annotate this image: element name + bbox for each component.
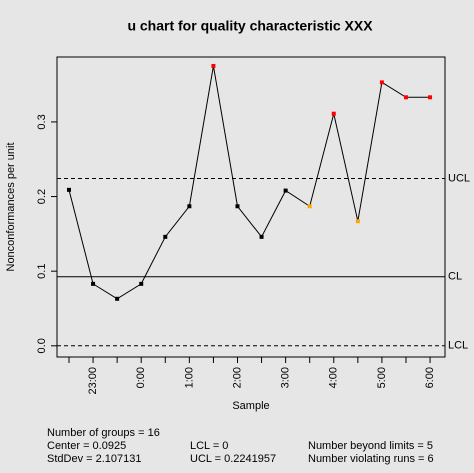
series-line — [68, 65, 431, 300]
data-point — [331, 111, 336, 116]
data-point — [187, 204, 192, 209]
summary-stat: LCL = 0 — [190, 440, 228, 452]
limit-label: CL — [448, 271, 462, 283]
x-tick-label: 2:00 — [231, 367, 243, 388]
data-point — [355, 219, 360, 224]
data-point — [379, 80, 384, 85]
chart-title: u chart for quality characteristic XXX — [127, 18, 373, 34]
summary-stat: Center = 0.0925 — [47, 440, 126, 452]
data-point — [115, 296, 120, 301]
summary-stat: Number violating runs = 6 — [308, 453, 434, 465]
limit-label: LCL — [448, 340, 468, 352]
x-axis-label: Sample — [232, 400, 269, 412]
plot-frame — [56, 56, 446, 358]
x-tick-label: 0:00 — [135, 367, 147, 388]
x-tick-label: 4:00 — [328, 367, 340, 388]
y-tick-label: 0.1 — [36, 264, 48, 279]
y-tick-label: 0.0 — [36, 338, 48, 353]
data-point — [428, 95, 433, 100]
data-point — [163, 234, 168, 239]
x-tick-label: 5:00 — [376, 367, 388, 388]
y-axis-label: Nonconformances per unit — [5, 142, 17, 271]
y-tick-label: 0.3 — [36, 114, 48, 129]
x-tick-label: 6:00 — [424, 367, 436, 388]
data-point — [139, 281, 144, 286]
data-point — [235, 204, 240, 209]
y-tick-label: 0.2 — [36, 189, 48, 204]
x-tick-label: 3:00 — [280, 367, 292, 388]
data-point — [259, 234, 264, 239]
summary-stat: Number of groups = 16 — [47, 427, 160, 439]
x-tick-label: 23:00 — [87, 367, 99, 395]
data-point — [211, 63, 216, 68]
data-point — [91, 281, 96, 286]
summary-stat: Number beyond limits = 5 — [308, 440, 433, 452]
x-tick-label: 1:00 — [183, 367, 195, 388]
data-point — [67, 187, 71, 192]
limit-label: UCL — [448, 172, 470, 184]
data-point — [307, 204, 312, 209]
summary-stat: StdDev = 2.107131 — [47, 453, 142, 465]
summary-stat: UCL = 0.2241957 — [190, 453, 276, 465]
data-point — [403, 95, 408, 100]
data-point — [283, 188, 288, 193]
